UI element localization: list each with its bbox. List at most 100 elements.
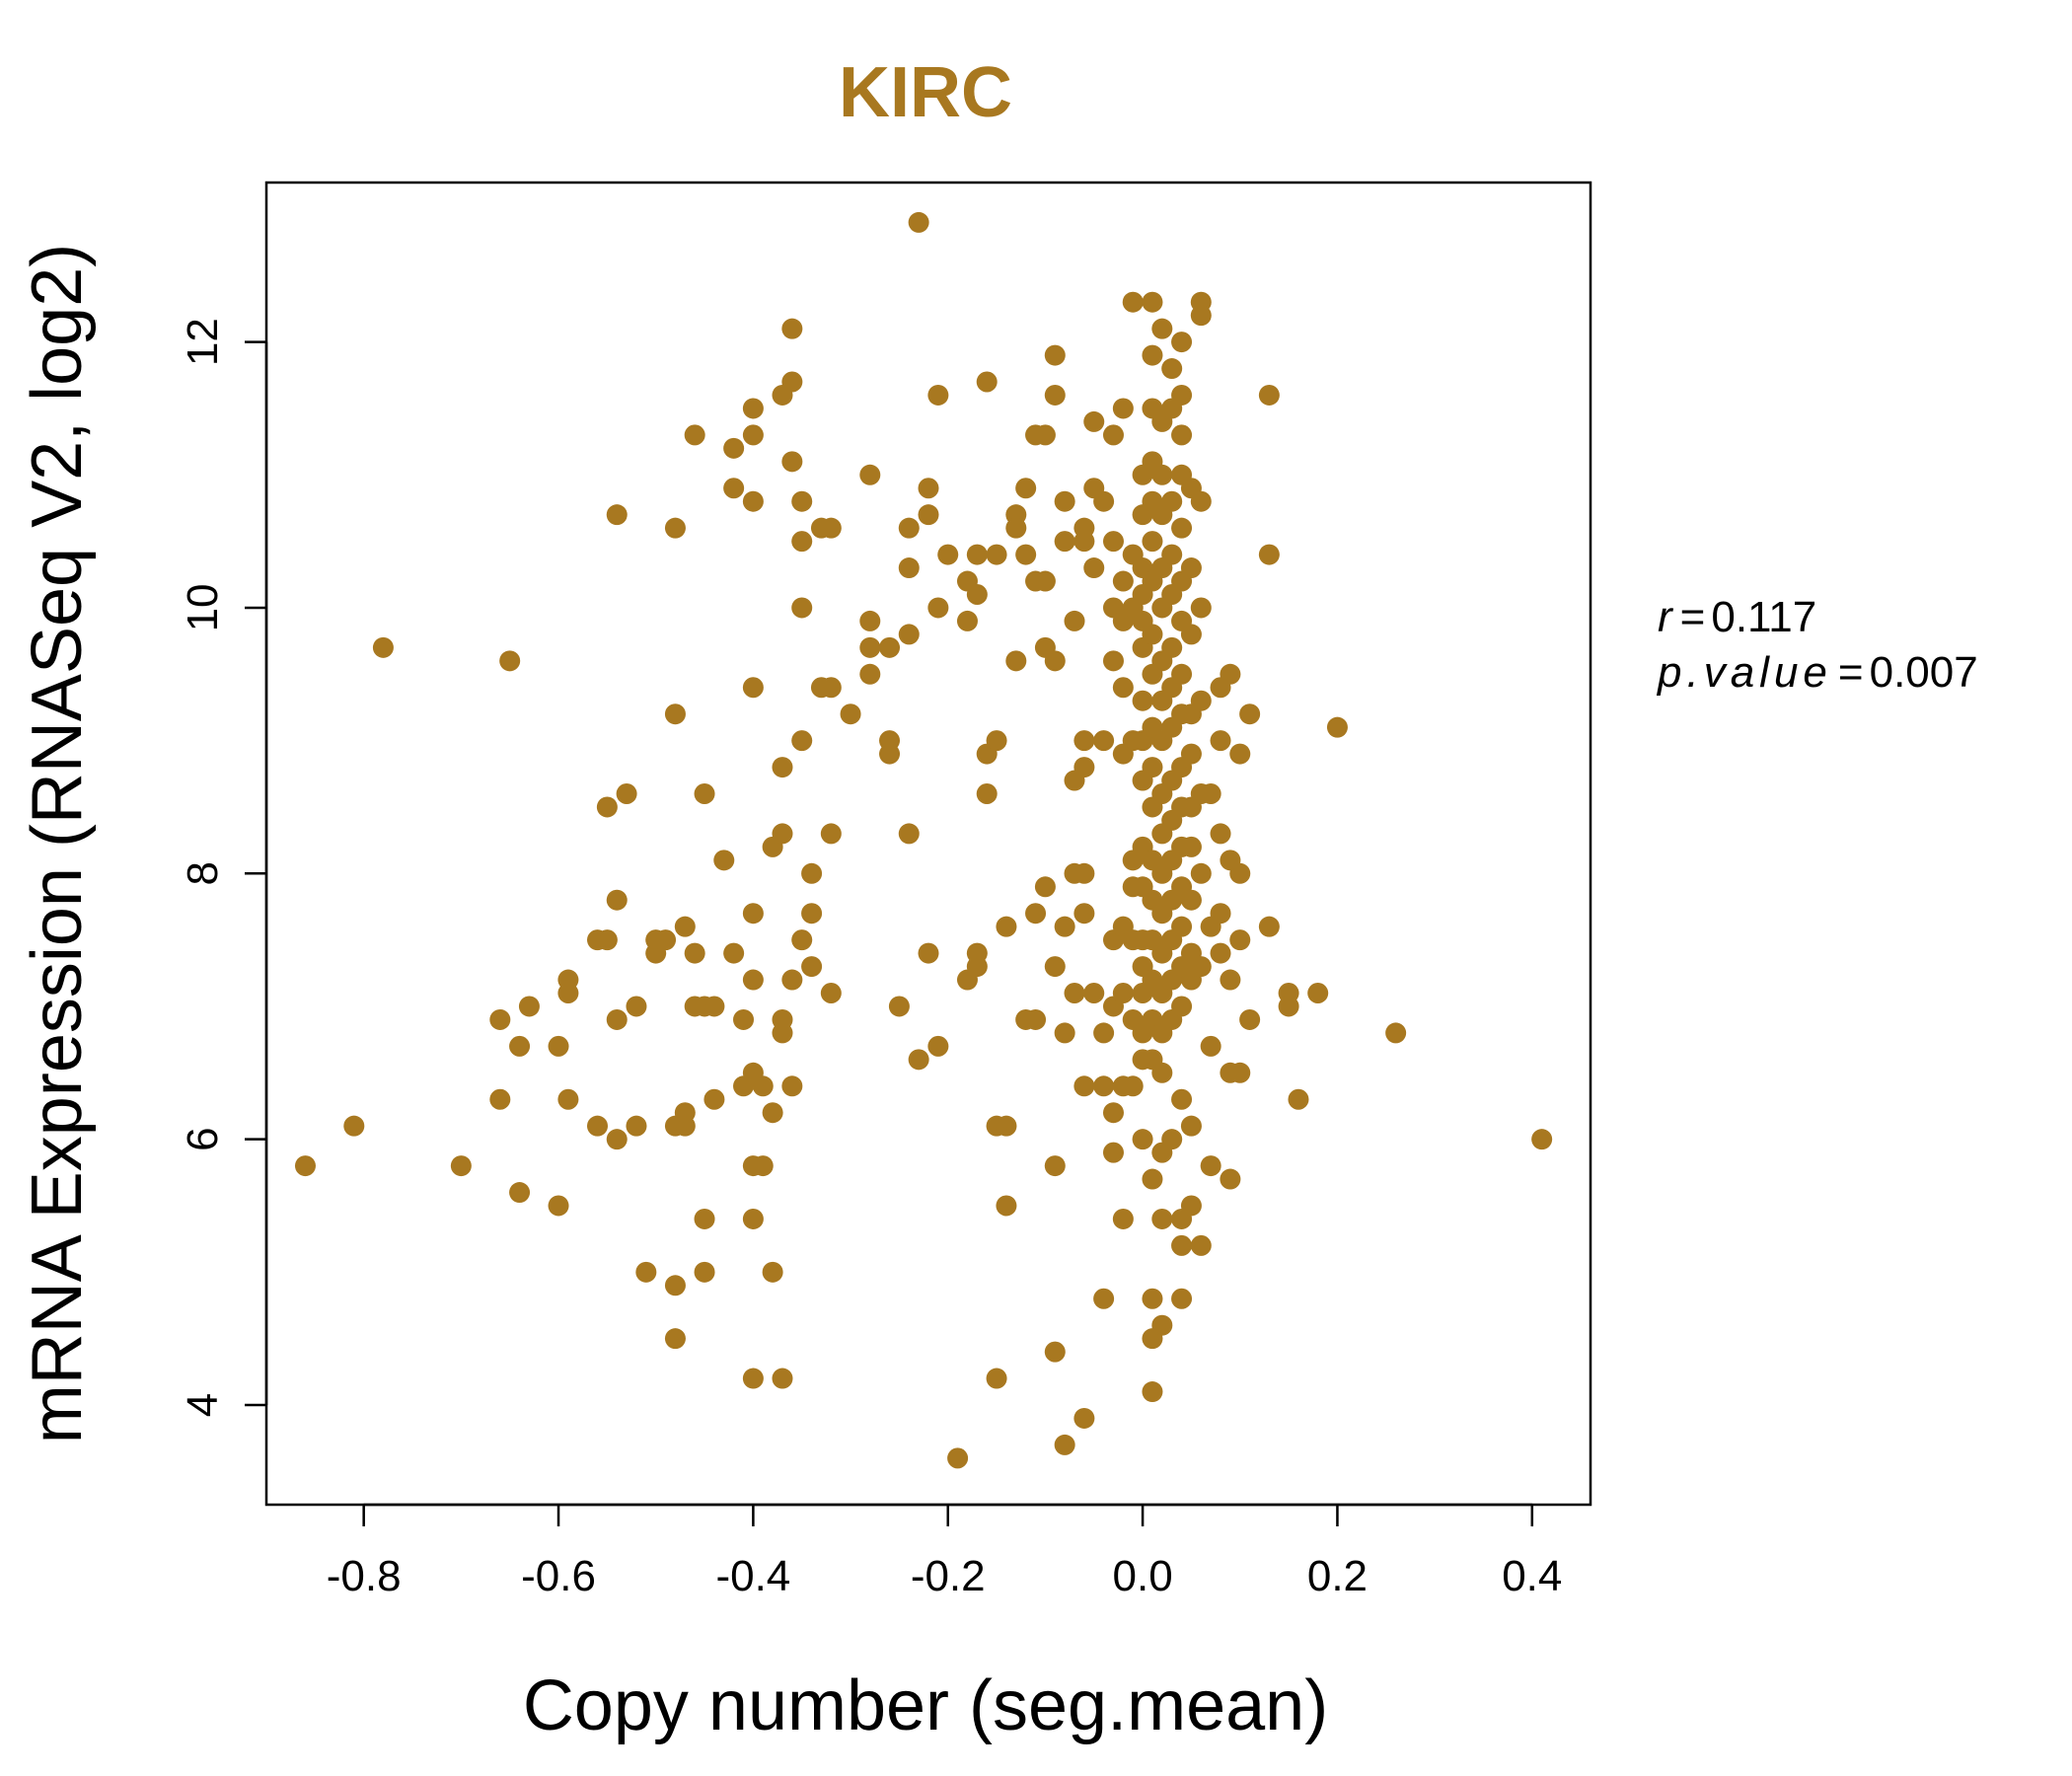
data-point — [1015, 544, 1037, 565]
data-point — [1239, 703, 1261, 725]
data-point — [1161, 636, 1183, 658]
data-point — [1044, 344, 1066, 366]
data-point — [752, 1155, 774, 1177]
data-point — [820, 677, 842, 699]
data-point — [781, 451, 803, 473]
data-point — [791, 929, 813, 951]
data-point — [966, 544, 988, 565]
data-point — [518, 996, 540, 1017]
data-point — [742, 969, 764, 991]
data-point — [1044, 650, 1066, 672]
data-point — [1034, 570, 1056, 592]
data-point — [1210, 903, 1231, 925]
data-point — [918, 942, 939, 964]
data-point — [986, 544, 1007, 565]
data-point — [918, 504, 939, 526]
data-point — [859, 663, 881, 685]
data-point — [664, 1328, 686, 1350]
data-point — [1073, 903, 1095, 925]
data-point — [1229, 743, 1251, 765]
data-point — [1102, 1102, 1124, 1124]
data-point — [1385, 1022, 1407, 1044]
data-point — [674, 1102, 696, 1124]
data-point — [966, 583, 988, 605]
data-point — [655, 929, 677, 951]
y-tick-label: 10 — [179, 583, 227, 631]
data-point — [1142, 1288, 1163, 1309]
data-point — [664, 703, 686, 725]
data-point — [908, 211, 929, 233]
data-point — [1054, 1022, 1075, 1044]
p-stat: p.value = 0.007 — [1656, 648, 1978, 697]
data-point — [664, 517, 686, 539]
data-point — [742, 490, 764, 512]
data-point — [791, 597, 813, 619]
data-point — [1210, 823, 1231, 845]
r-equals: = — [1680, 593, 1706, 641]
data-point — [343, 1115, 365, 1137]
data-point — [752, 1075, 774, 1097]
data-point — [450, 1155, 472, 1177]
data-point — [1210, 942, 1231, 964]
r-stat: r = 0.117 — [1658, 593, 1816, 641]
data-point — [1180, 836, 1202, 857]
data-point — [1054, 531, 1075, 553]
data-point — [1142, 1381, 1163, 1403]
plot-frame — [264, 181, 1592, 1507]
data-point — [1171, 916, 1193, 937]
data-point — [762, 1102, 783, 1124]
data-point — [772, 1368, 793, 1389]
data-point — [1151, 1062, 1173, 1083]
x-tick-label: -0.4 — [715, 1552, 790, 1600]
data-point — [772, 757, 793, 778]
x-axis: -0.8 -0.6 -0.4 -0.2 0.0 0.2 0.4 — [327, 1503, 1562, 1600]
data-point — [1132, 1129, 1153, 1150]
data-point — [1258, 384, 1280, 406]
data-point — [1190, 597, 1212, 619]
data-point — [626, 1115, 647, 1137]
data-point — [1073, 757, 1095, 778]
data-point — [898, 624, 920, 645]
data-point — [859, 636, 881, 658]
y-tick-label: 6 — [179, 1127, 227, 1150]
data-point — [1102, 1142, 1124, 1163]
data-point — [927, 597, 949, 619]
y-axis-label: mRNA Expression (RNASeq V2, log2) — [18, 244, 97, 1443]
data-point — [772, 823, 793, 845]
data-point — [1151, 318, 1173, 339]
data-point — [606, 889, 628, 911]
data-point — [489, 1008, 511, 1030]
data-point — [1151, 1208, 1173, 1229]
data-point — [1073, 730, 1095, 752]
data-point — [1093, 1075, 1115, 1097]
data-point — [694, 782, 715, 804]
data-point — [1112, 983, 1134, 1004]
data-point — [1054, 1434, 1075, 1455]
data-point — [927, 384, 949, 406]
data-point — [674, 916, 696, 937]
data-point — [713, 850, 735, 871]
data-point — [1278, 996, 1299, 1017]
data-point — [1171, 663, 1193, 685]
data-point — [1034, 876, 1056, 898]
data-point — [694, 1261, 715, 1283]
data-point — [1025, 1008, 1047, 1030]
data-point — [1220, 663, 1241, 685]
data-point — [898, 823, 920, 845]
data-point — [1102, 650, 1124, 672]
data-point — [1112, 1208, 1134, 1229]
data-points — [294, 211, 1553, 1469]
data-point — [986, 730, 1007, 752]
y-tick-label: 12 — [179, 318, 227, 366]
data-point — [1044, 384, 1066, 406]
data-point — [1112, 677, 1134, 699]
data-point — [596, 796, 618, 818]
x-tick-label: 0.4 — [1502, 1552, 1562, 1600]
chart-title: KIRC — [839, 53, 1012, 132]
data-point — [1005, 650, 1027, 672]
data-point — [820, 517, 842, 539]
data-point — [1180, 1195, 1202, 1217]
data-point — [1180, 743, 1202, 765]
data-point — [723, 478, 745, 499]
data-point — [684, 424, 705, 446]
